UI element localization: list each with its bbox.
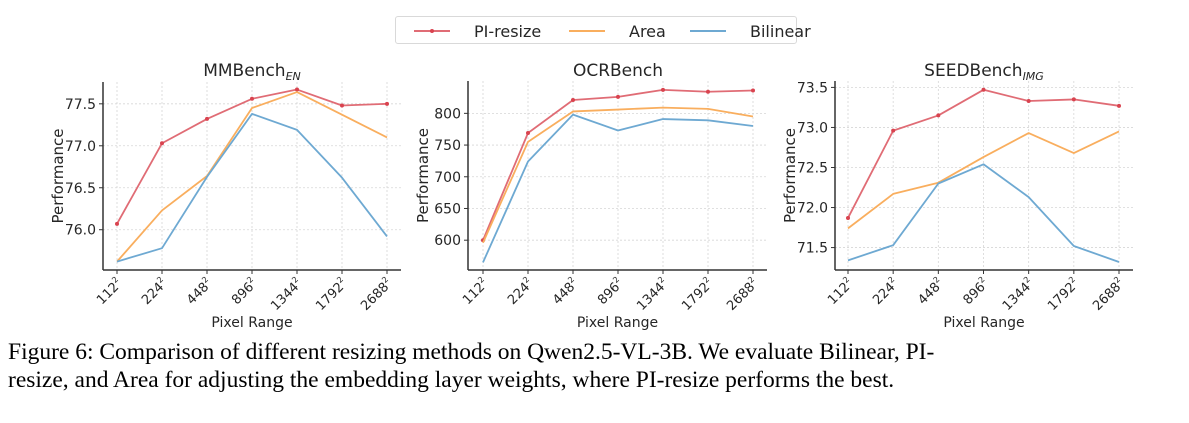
legend-swatch-pi-resize	[414, 28, 450, 33]
legend-label: Bilinear	[750, 21, 811, 41]
x-tick-label: 17922	[312, 275, 351, 314]
data-point-pi-resize	[981, 87, 986, 92]
charts-svg: 76.076.577.077.5112222424482896213442179…	[49, 61, 1133, 331]
series-line-bilinear	[116, 112, 388, 263]
data-point-pi-resize	[936, 113, 941, 118]
chart-panel-ocrbench: 600 650 700 750 800 1122 2242 4482 8962134421792…	[414, 61, 767, 331]
data-point-pi-resize	[616, 94, 620, 99]
y-tick-label: 72.5	[797, 160, 828, 176]
caption-line-2: resize, and Area for adjusting the embed…	[8, 367, 895, 393]
data-point-pi-resize	[250, 96, 254, 101]
caption-line-1: Figure 6: Comparison of different resizi…	[8, 339, 935, 365]
x-tick-label: 26882	[723, 275, 762, 314]
y-tick-label: 72.0	[797, 201, 828, 217]
x-tick-label: 1122	[93, 275, 126, 308]
x-tick-label: 1122	[459, 275, 492, 308]
y-tick-label: 73.5	[797, 80, 828, 96]
figure-caption: Figure 6: Comparison of different resizi…	[8, 338, 1188, 394]
y-axis-label: Performance	[414, 128, 432, 223]
data-point-pi-resize	[1117, 103, 1121, 108]
data-point-pi-resize	[385, 101, 389, 106]
data-point-pi-resize	[1026, 99, 1031, 104]
data-point-pi-resize	[1071, 97, 1076, 102]
series-line-area	[482, 106, 754, 244]
x-tick-label: 8962	[959, 275, 992, 308]
y-tick-label: 750	[434, 138, 461, 154]
legend-label: PI-resize	[474, 21, 542, 41]
y-tick-label: 650	[434, 201, 461, 217]
chart-panel-seedbench: 71.5 72.0 72.5 73.0 73.5 1122 2242 4482 89621344…	[781, 61, 1133, 331]
y-tick-label: 700	[434, 170, 461, 186]
x-tick-label: 4482	[183, 275, 216, 308]
x-axis-label: Pixel Range	[211, 315, 292, 331]
x-tick-label: 17922	[678, 275, 717, 314]
y-tick-label: 77.0	[65, 139, 96, 155]
y-axis-label: Performance	[781, 128, 799, 223]
data-point-pi-resize	[340, 103, 344, 108]
y-tick-label: 800	[434, 106, 461, 122]
chart-title: MMBenchEN	[203, 61, 301, 83]
series-line-bilinear	[482, 113, 754, 263]
y-tick-label: 77.5	[65, 97, 96, 113]
legend-swatch-bilinear	[690, 30, 726, 32]
legend: PI-resize Area Bilinear	[395, 16, 811, 44]
data-point-pi-resize	[751, 88, 755, 93]
x-axis-label: Pixel Range	[943, 315, 1024, 331]
data-point-pi-resize	[160, 141, 164, 146]
chart-title: SEEDBenchIMG	[924, 61, 1044, 83]
y-tick-label: 73.0	[797, 120, 828, 136]
x-tick-label: 4482	[914, 275, 947, 308]
x-tick-label: 13442	[267, 275, 306, 314]
data-point-pi-resize	[891, 128, 896, 133]
x-tick-label: 13442	[633, 275, 672, 314]
chart-title: OCRBench	[573, 61, 663, 81]
x-tick-label: 8962	[594, 275, 627, 308]
x-tick-label: 2242	[138, 275, 171, 308]
x-tick-label: 1122	[824, 275, 857, 308]
x-tick-label: 2242	[504, 275, 537, 308]
x-tick-label: 17922	[1044, 275, 1083, 314]
y-tick-label: 76.0	[65, 223, 96, 239]
data-point-pi-resize	[571, 98, 575, 103]
legend-item-pi-resize: PI-resize	[414, 20, 541, 42]
x-axis-label: Pixel Range	[577, 315, 658, 331]
y-tick-label: 71.5	[797, 241, 828, 257]
legend-label: Area	[629, 21, 666, 41]
data-point-pi-resize	[115, 221, 119, 226]
series-line-bilinear	[847, 163, 1120, 263]
x-tick-label: 4482	[549, 275, 582, 308]
legend-item-bilinear: Bilinear	[690, 20, 811, 42]
x-tick-label: 26882	[1089, 275, 1128, 314]
data-point-pi-resize	[205, 116, 209, 121]
x-tick-label: 13442	[998, 275, 1037, 314]
y-tick-label: 76.5	[65, 181, 96, 197]
data-point-pi-resize	[846, 215, 850, 220]
series-line-area	[847, 130, 1120, 230]
series-line-area	[116, 91, 388, 263]
data-point-pi-resize	[706, 89, 710, 94]
chart-panel-mmbench: 76.0 76.5 77.0 77.5 1122 2242 4482 896213442179…	[49, 61, 401, 331]
y-axis-label: Performance	[49, 128, 67, 223]
data-point-pi-resize	[661, 87, 665, 92]
x-tick-label: 2242	[869, 275, 902, 308]
x-tick-label: 26882	[357, 275, 396, 314]
legend-item-area: Area	[569, 20, 666, 42]
data-point-pi-resize	[295, 87, 299, 92]
data-point-pi-resize	[526, 131, 530, 136]
x-tick-label: 8962	[228, 275, 261, 308]
legend-swatch-area	[569, 30, 605, 32]
y-tick-label: 600	[434, 233, 461, 249]
